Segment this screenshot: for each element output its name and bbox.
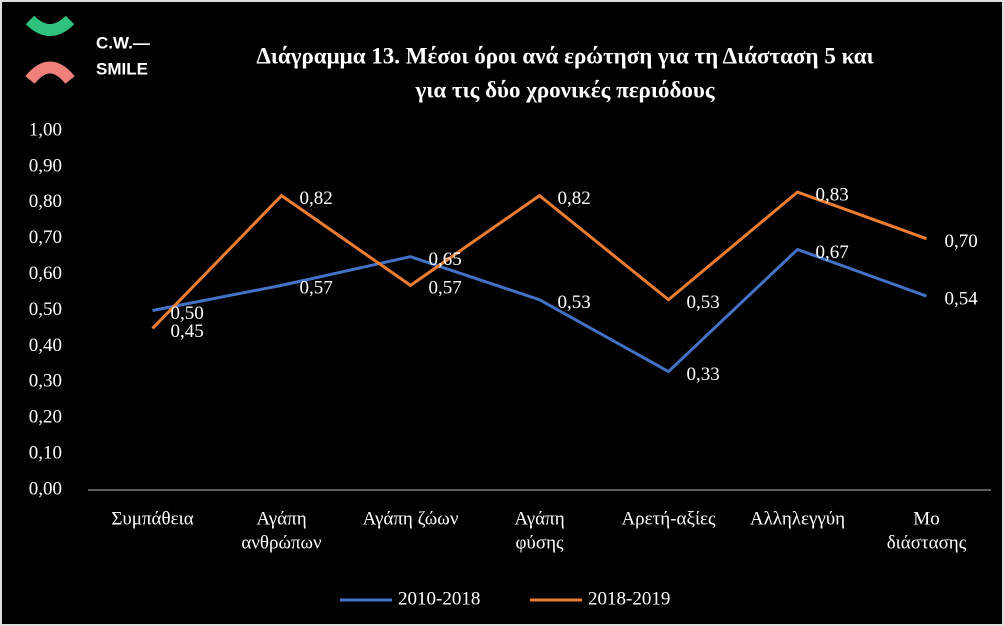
series-line <box>152 247 928 374</box>
data-label: 0,82 <box>558 188 591 209</box>
logo-shape <box>25 61 75 85</box>
y-tick-label: 1,00 <box>29 119 62 140</box>
x-tick-label: Μο <box>913 508 939 529</box>
data-label: 0,57 <box>429 278 462 299</box>
logo-shape <box>25 15 75 36</box>
y-tick-label: 0,00 <box>29 478 62 499</box>
data-label: 0,53 <box>558 292 591 313</box>
x-tick-label: Αγάπη ζώων <box>363 508 459 529</box>
y-tick-label: 0,60 <box>29 263 62 284</box>
x-tick-label: Αγάπη <box>514 508 564 529</box>
y-tick-label: 0,50 <box>29 299 62 320</box>
y-tick-label: 0,70 <box>29 227 62 248</box>
y-tick-label: 0,30 <box>29 371 62 392</box>
x-tick-label: Αλληλεγγύη <box>750 508 845 529</box>
data-label: 0,45 <box>171 321 204 342</box>
x-tick-label: Αρετή-αξίες <box>621 508 716 529</box>
x-tick-label: Αγάπη <box>256 508 306 529</box>
y-tick-label: 0,90 <box>29 155 62 176</box>
legend-label: 2010-2018 <box>398 588 480 609</box>
logo-text: C.W.— <box>96 33 150 52</box>
data-label: 0,57 <box>300 278 333 299</box>
data-label: 0,67 <box>816 242 849 263</box>
x-tick-label: φύσης <box>515 532 564 553</box>
data-label: 0,83 <box>816 184 849 205</box>
y-tick-label: 0,40 <box>29 335 62 356</box>
data-label: 0,53 <box>687 292 720 313</box>
legend-label: 2018-2019 <box>588 588 670 609</box>
chart-title: Διάγραμμα 13. Μέσοι όροι ανά ερώτηση για… <box>256 43 874 68</box>
y-tick-label: 0,10 <box>29 442 62 463</box>
series-line <box>151 190 928 330</box>
y-tick-label: 0,20 <box>29 407 62 428</box>
data-label: 0,50 <box>171 303 204 324</box>
data-label: 0,54 <box>945 288 979 309</box>
logo-text: SMILE <box>96 59 148 78</box>
y-tick-label: 0,80 <box>29 191 62 212</box>
chart-title: για τις δύο χρονικές περιόδους <box>414 77 714 102</box>
data-label: 0,82 <box>300 188 333 209</box>
logo: C.W.— SMILE <box>25 15 150 85</box>
x-tick-label: ανθρώπων <box>241 532 322 553</box>
x-tick-label: διάστασης <box>887 532 967 553</box>
data-label: 0,70 <box>945 231 978 252</box>
data-label: 0,65 <box>429 249 462 270</box>
data-label: 0,33 <box>687 364 720 385</box>
x-tick-label: Συμπάθεια <box>111 508 193 529</box>
